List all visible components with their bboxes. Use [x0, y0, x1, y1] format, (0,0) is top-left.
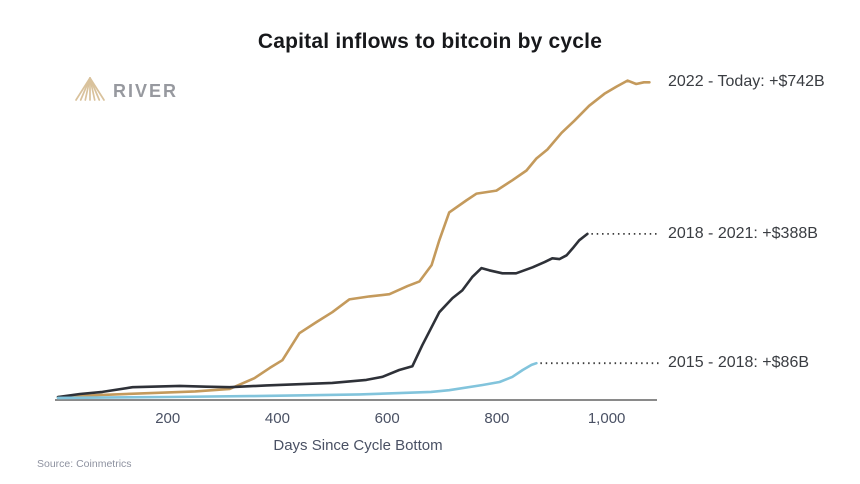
- mountain-fan-icon: [74, 76, 106, 107]
- x-tick-label: 200: [155, 410, 181, 427]
- series-line-2015-2018: [56, 361, 538, 400]
- x-tick-label: 800: [484, 410, 510, 427]
- x-tick-label: 1,000: [587, 410, 626, 427]
- series-line-2018-2021: [56, 232, 589, 399]
- x-tick-label: 600: [374, 410, 400, 427]
- river-logo: RIVER: [74, 76, 178, 107]
- annotation-2022-today: 2022 - Today: +$742B: [668, 73, 825, 91]
- series-line-2022-today: [56, 79, 651, 399]
- logo-brand-text: RIVER: [113, 81, 179, 101]
- x-axis-title: Days Since Cycle Bottom: [273, 437, 443, 454]
- annotation-2018-2021: 2018 - 2021: +$388B: [668, 224, 818, 242]
- source-note: Source: Coinmetrics: [37, 458, 132, 470]
- chart-title: Capital inflows to bitcoin by cycle: [257, 30, 603, 53]
- annotation-2015-2018: 2015 - 2018: +$86B: [668, 354, 810, 372]
- x-tick-label: 400: [264, 410, 290, 427]
